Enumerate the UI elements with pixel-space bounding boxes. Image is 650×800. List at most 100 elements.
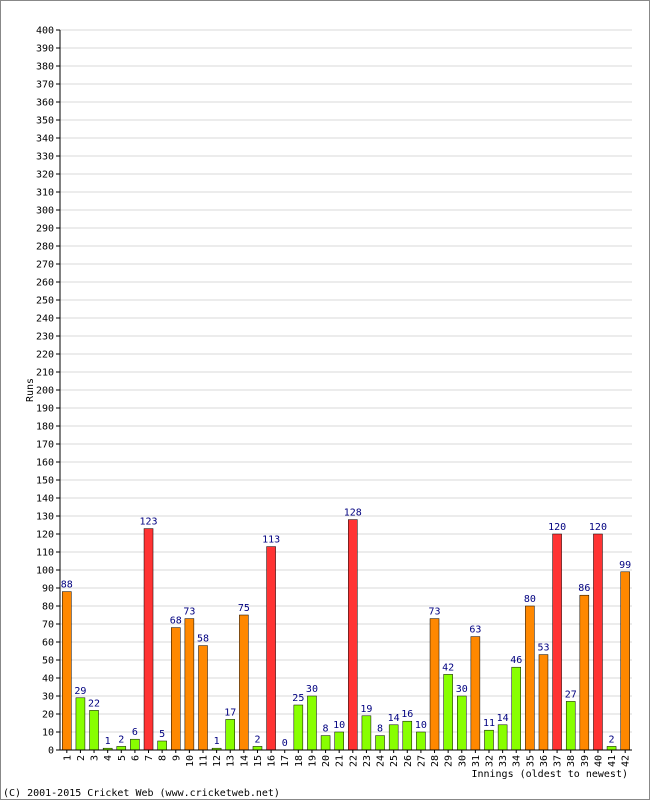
bar-value-label: 73 (183, 607, 195, 618)
x-tick-label: 25 (389, 755, 400, 767)
x-tick-label: 36 (539, 755, 550, 767)
bar (89, 710, 99, 751)
bar-value-label: 42 (442, 662, 454, 673)
bar-value-label: 46 (510, 655, 522, 666)
bar (225, 719, 235, 751)
bar-value-label: 29 (74, 686, 86, 697)
y-tick-label: 90 (42, 584, 54, 595)
bar (320, 735, 331, 751)
bar-value-label: 8 (323, 724, 329, 735)
x-tick-label: 31 (471, 755, 482, 767)
x-tick-label: 6 (130, 755, 141, 761)
bar (402, 720, 413, 751)
y-tick-label: 0 (48, 746, 54, 757)
x-tick-label: 30 (457, 755, 468, 767)
y-tick-label: 20 (42, 710, 54, 721)
x-tick-label: 2 (76, 755, 87, 761)
y-tick-label: 240 (36, 314, 54, 325)
y-tick-label: 150 (36, 476, 54, 487)
bar-value-label: 14 (497, 713, 509, 724)
x-tick-label: 12 (212, 755, 223, 767)
bar-value-label: 25 (292, 693, 304, 704)
bar-value-label: 22 (88, 698, 100, 709)
y-tick-label: 300 (36, 206, 54, 217)
x-tick-label: 1 (62, 755, 73, 761)
x-tick-label: 42 (621, 755, 632, 767)
bar-value-label: 120 (589, 522, 607, 533)
x-axis-label: Innings (oldest to newest) (471, 769, 628, 780)
bar (143, 528, 154, 751)
x-tick-label: 8 (158, 755, 169, 761)
y-tick-label: 370 (36, 80, 54, 91)
y-tick-label: 190 (36, 404, 54, 415)
x-tick-label: 9 (171, 755, 182, 761)
bar (511, 666, 521, 751)
y-axis-ticks: 0 10 20 30 40 50 60 70 80 90 100 110 120 130 140 150 160… (36, 26, 60, 757)
bar (361, 715, 372, 751)
bar (565, 701, 576, 751)
bar (497, 724, 508, 751)
bar-value-label: 68 (170, 616, 182, 627)
y-tick-label: 340 (36, 134, 54, 145)
x-tick-label: 14 (239, 755, 250, 767)
bar-value-label: 80 (524, 594, 536, 605)
bar (157, 740, 167, 751)
x-tick-label: 21 (335, 755, 346, 767)
bar (116, 746, 127, 751)
bar-value-label: 58 (197, 634, 209, 645)
bar (75, 697, 86, 751)
bar-value-label: 1 (105, 736, 111, 747)
bar (198, 645, 208, 751)
bar (416, 731, 426, 751)
bar-value-label: 14 (388, 713, 400, 724)
y-tick-label: 330 (36, 152, 54, 163)
y-tick-label: 390 (36, 44, 54, 55)
x-tick-label: 7 (144, 755, 155, 761)
y-tick-label: 350 (36, 116, 54, 127)
x-tick-label: 37 (553, 755, 564, 767)
x-tick-label: 3 (90, 755, 101, 761)
y-tick-label: 70 (42, 620, 54, 631)
y-tick-label: 210 (36, 368, 54, 379)
bar-value-label: 17 (224, 707, 236, 718)
bar (579, 594, 590, 751)
bar (130, 738, 140, 751)
bar-value-label: 5 (159, 729, 165, 740)
x-tick-label: 20 (321, 755, 332, 767)
y-tick-label: 40 (42, 674, 54, 685)
y-tick-label: 160 (36, 458, 54, 469)
x-tick-label: 13 (226, 755, 237, 767)
x-tick-label: 32 (485, 755, 496, 767)
x-tick-label: 22 (348, 755, 359, 767)
x-tick-label: 41 (607, 755, 618, 767)
x-tick-label: 28 (430, 755, 441, 767)
x-axis-ticks: 1 2 3 4 5 6 7 8 9 10 11 12 13 14 15 16 17 18 19 20 21 22 23 24 2… (62, 750, 632, 767)
y-tick-label: 220 (36, 350, 54, 361)
bar-value-label: 30 (456, 684, 468, 695)
y-tick-label: 270 (36, 260, 54, 271)
y-tick-label: 260 (36, 278, 54, 289)
bar (184, 618, 195, 751)
x-tick-label: 16 (267, 755, 278, 767)
x-tick-label: 33 (498, 755, 509, 767)
bar (307, 695, 317, 751)
bar-value-label: 88 (61, 580, 73, 591)
bar-value-label: 63 (469, 625, 481, 636)
y-tick-label: 200 (36, 386, 54, 397)
bar-value-label: 75 (238, 603, 250, 614)
y-tick-label: 100 (36, 566, 54, 577)
bar-value-label: 30 (306, 684, 318, 695)
bar (429, 618, 440, 751)
y-tick-label: 360 (36, 98, 54, 109)
bar (484, 729, 494, 751)
x-tick-label: 10 (185, 755, 196, 767)
y-tick-label: 30 (42, 692, 54, 703)
x-tick-label: 11 (199, 755, 210, 767)
bar (443, 674, 453, 751)
bar (538, 654, 549, 751)
bar (293, 704, 304, 751)
y-tick-label: 110 (36, 548, 54, 559)
bar-value-label: 2 (118, 734, 124, 745)
y-tick-label: 50 (42, 656, 54, 667)
